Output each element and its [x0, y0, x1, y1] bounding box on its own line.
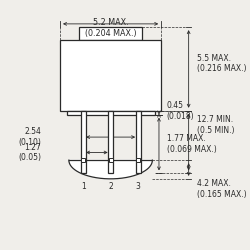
Bar [109, 158, 112, 162]
Text: 0.45
(0.018): 0.45 (0.018) [167, 101, 194, 120]
Bar [81, 111, 86, 173]
Text: 1.27
(0.05): 1.27 (0.05) [18, 142, 41, 162]
Text: 4.2 MAX.
(0.165 MAX.): 4.2 MAX. (0.165 MAX.) [198, 179, 247, 199]
Polygon shape [69, 160, 152, 179]
Text: 1: 1 [81, 182, 86, 191]
Text: 3: 3 [136, 182, 140, 191]
Bar [81, 158, 85, 162]
Bar [60, 40, 161, 111]
Bar [136, 158, 140, 162]
Bar [108, 111, 113, 173]
Text: 2: 2 [108, 182, 113, 191]
Text: 1.77 MAX.
(0.069 MAX.): 1.77 MAX. (0.069 MAX.) [167, 134, 216, 154]
Text: 12.7 MIN.
(0.5 MIN.): 12.7 MIN. (0.5 MIN.) [198, 115, 235, 135]
Bar [67, 111, 154, 115]
Bar [79, 27, 142, 40]
Text: 5.2 MAX.
(0.204 MAX.): 5.2 MAX. (0.204 MAX.) [85, 18, 136, 38]
Text: 5.5 MAX.
(0.216 MAX.): 5.5 MAX. (0.216 MAX.) [198, 54, 247, 73]
Bar [136, 111, 140, 173]
Text: 2.54
(0.10): 2.54 (0.10) [18, 127, 41, 147]
